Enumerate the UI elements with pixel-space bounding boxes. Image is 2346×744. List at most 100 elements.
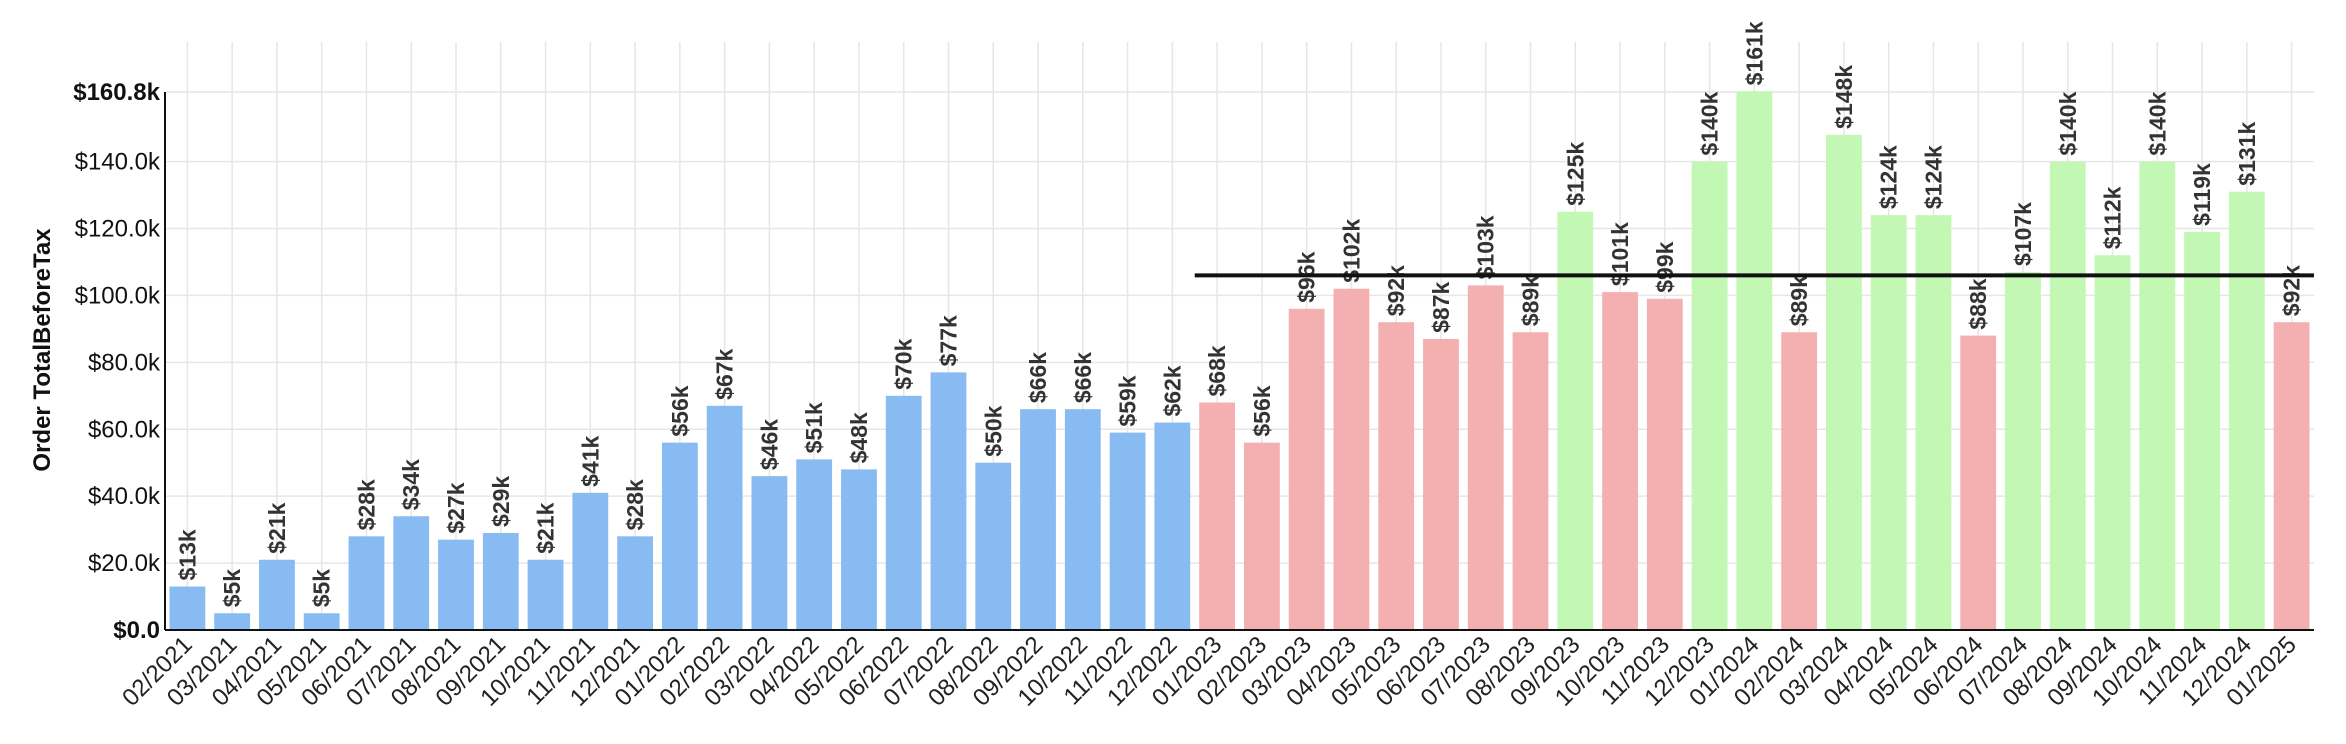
bar-12/2024 (2228, 191, 2265, 630)
bar-08/2022 (975, 462, 1012, 630)
data-label: $140k (2055, 91, 2081, 155)
bar-10/2022 (1064, 409, 1101, 630)
data-label: $140k (1697, 91, 1723, 155)
data-label: $140k (2144, 91, 2170, 155)
bar-06/2021 (348, 536, 385, 630)
data-label: $89k (1786, 275, 1812, 326)
bar-11/2022 (1109, 432, 1146, 630)
bar-06/2023 (1423, 338, 1459, 630)
data-label: $5k (219, 569, 245, 608)
bar-08/2023 (1512, 332, 1549, 630)
data-label: $99k (1652, 241, 1678, 292)
data-label: $13k (174, 529, 200, 580)
data-label: $48k (846, 412, 872, 463)
data-label: $66k (1070, 352, 1096, 403)
bar-06/2024 (1960, 335, 1997, 630)
bar-10/2021 (527, 559, 564, 630)
y-tick-label: $0.0 (113, 617, 160, 644)
bar-10/2023 (1602, 292, 1638, 630)
data-label: $112k (2100, 186, 2126, 249)
data-label: $51k (801, 402, 827, 453)
bar-05/2024 (1915, 215, 1952, 630)
data-label: $28k (622, 479, 648, 530)
data-label: $125k (1562, 142, 1588, 206)
bar-01/2024 (1736, 91, 1773, 630)
data-label: $46k (756, 419, 782, 470)
y-tick-label: $120.0k (75, 216, 161, 243)
data-label: $56k (667, 385, 693, 436)
data-label: $119k (2189, 163, 2215, 226)
bar-10/2024 (2139, 161, 2176, 630)
data-label: $21k (264, 502, 290, 553)
bar-02/2021 (169, 586, 206, 630)
bar-03/2024 (1825, 134, 1862, 630)
bar-05/2022 (841, 469, 877, 630)
data-label: $77k (935, 315, 961, 366)
bar-02/2023 (1243, 442, 1280, 630)
data-label: $103k (1473, 215, 1499, 279)
data-label: $41k (577, 435, 603, 486)
data-label: $148k (1831, 65, 1857, 129)
data-label: $131k (2234, 122, 2260, 186)
bar-02/2024 (1781, 332, 1818, 630)
bar-09/2024 (2094, 255, 2131, 631)
data-label: $87k (1428, 282, 1454, 333)
bar-07/2022 (930, 372, 967, 630)
bar-01/2023 (1199, 402, 1236, 630)
y-tick-label: $100.0k (75, 282, 161, 309)
y-tick-label: $40.0k (88, 483, 161, 510)
data-label: $92k (2279, 265, 2305, 316)
bar-08/2021 (438, 539, 474, 630)
bar-05/2021 (303, 613, 340, 630)
bar-04/2021 (259, 559, 295, 630)
bar-07/2023 (1467, 285, 1504, 630)
bar-04/2022 (796, 459, 833, 630)
data-label: $107k (2010, 202, 2036, 266)
data-label: $56k (1249, 385, 1275, 436)
y-tick-label: $80.0k (88, 349, 161, 376)
bar-03/2021 (214, 613, 251, 630)
data-label: $21k (533, 502, 559, 553)
bar-07/2024 (2005, 272, 2041, 630)
y-axis-title: Order TotalBeforeTax (29, 228, 56, 472)
data-label: $66k (1025, 352, 1051, 403)
data-label: $5k (309, 569, 335, 608)
data-label: $59k (1115, 375, 1141, 426)
bar-12/2022 (1154, 422, 1191, 630)
bar-08/2024 (2049, 161, 2086, 630)
data-labels: $13k $5k $21k $5k $28k $34k $27k $29k $21k $41k $2… (174, 21, 2304, 607)
bar-11/2023 (1646, 298, 1683, 630)
data-label: $70k (891, 338, 917, 389)
data-label: $34k (398, 459, 424, 510)
bar-09/2022 (1020, 409, 1056, 630)
data-label: $27k (443, 482, 469, 533)
bar-09/2023 (1557, 211, 1594, 630)
y-tick-label: $60.0k (88, 416, 161, 443)
x-tick-labels: 02/202103/202104/202105/202106/202107/20… (117, 631, 2302, 711)
data-label: $102k (1338, 219, 1364, 283)
bar-03/2023 (1288, 308, 1325, 630)
data-label: $161k (1741, 21, 1767, 85)
bar-11/2024 (2184, 231, 2220, 630)
bar-06/2022 (885, 395, 922, 630)
bar-09/2021 (482, 532, 519, 630)
data-label: $62k (1159, 365, 1185, 416)
y-tick-label: $140.0k (75, 149, 161, 176)
bar-11/2021 (572, 492, 609, 630)
data-label: $124k (1876, 145, 1902, 209)
y-tick-labels: $0.0 $20.0k $40.0k $60.0k $80.0k $100.0k $120.… (73, 79, 161, 644)
y-tick-label: $160.8k (73, 79, 160, 106)
bar-04/2024 (1870, 215, 1907, 630)
data-label: $88k (1965, 278, 1991, 329)
bar-12/2023 (1691, 161, 1728, 630)
data-label: $124k (1920, 145, 1946, 209)
data-label: $67k (712, 348, 738, 399)
bar-01/2025 (2273, 322, 2310, 630)
data-label: $29k (488, 476, 514, 527)
data-label: $68k (1204, 345, 1230, 396)
axes (164, 92, 2314, 631)
bar-05/2023 (1378, 322, 1415, 630)
bar-04/2023 (1333, 288, 1370, 630)
data-label: $92k (1383, 265, 1409, 316)
